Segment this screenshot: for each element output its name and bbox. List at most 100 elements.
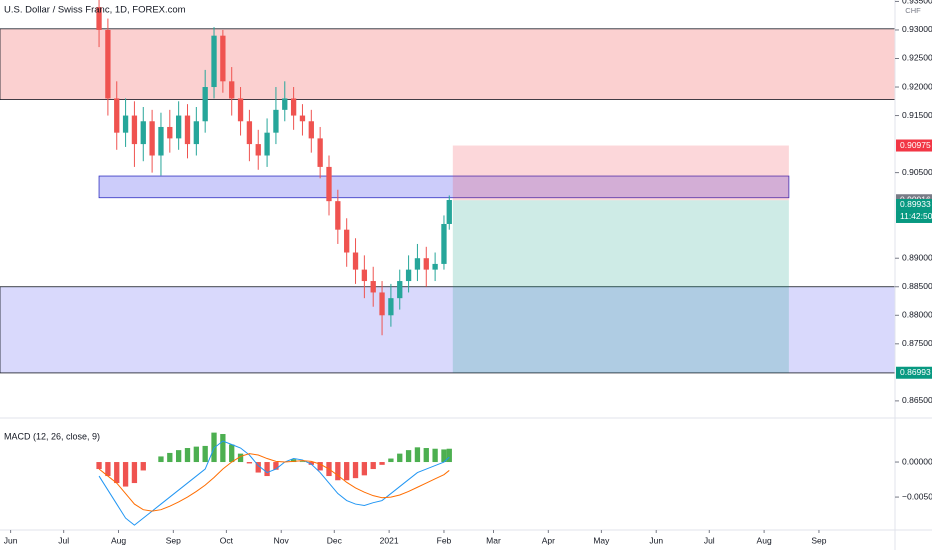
macd-histogram-bar — [264, 462, 270, 477]
target-area — [452, 200, 789, 373]
macd-histogram-bar — [299, 461, 306, 463]
x-tick-label: Sep — [811, 535, 826, 545]
candle-body — [114, 98, 120, 133]
macd-histogram-bar — [432, 448, 438, 463]
candle-body — [361, 269, 368, 282]
chart-title: U.S. Dollar / Swiss Franc, 1D, FOREX.com — [4, 5, 186, 16]
y-tick-label: 0.89000 — [902, 252, 932, 262]
candle-body — [273, 109, 279, 133]
macd-histogram-bar — [175, 450, 182, 463]
macd-histogram-bar — [388, 458, 394, 463]
y-tick-label: 0.92000 — [902, 81, 932, 91]
x-tick-label: May — [593, 535, 610, 545]
candle-body — [158, 126, 164, 156]
candle-body — [397, 281, 403, 299]
y-tick-label: 0.92500 — [902, 53, 932, 63]
macd-histogram-bar — [122, 462, 129, 487]
macd-line — [98, 440, 450, 526]
macd-title: MACD (12, 26, close, 9) — [4, 431, 100, 441]
macd-histogram-bar — [246, 462, 253, 464]
x-tick-label: Nov — [274, 535, 290, 545]
macd-histogram-bar — [290, 459, 297, 463]
macd-histogram-bar — [335, 462, 341, 481]
macd-histogram-bar — [397, 453, 403, 463]
macd-histogram-bar — [105, 462, 111, 477]
candle-body — [308, 121, 314, 139]
x-tick-label: Feb — [437, 535, 452, 545]
macd-histogram-bar — [184, 448, 191, 463]
macd-histogram-bar — [352, 462, 359, 479]
candle-body — [352, 252, 359, 270]
y-tick-label: 0.88500 — [902, 281, 932, 291]
axes: 0.93500 0.93000 0.92500 0.92000 0.91500 0.905… — [4, 0, 932, 545]
candle-body — [149, 121, 155, 156]
macd-histogram-bar — [370, 462, 376, 470]
macd-histogram-bar — [167, 452, 173, 463]
candle-body — [405, 269, 412, 282]
candle-body — [388, 298, 394, 316]
candle-body — [264, 132, 270, 156]
x-tick-label: Jul — [58, 535, 69, 545]
y-tick-label: 0.93000 — [902, 24, 932, 34]
macd-line — [98, 453, 450, 512]
price-badge-label: 0.86993 — [900, 367, 931, 377]
x-tick-label: Jul — [704, 535, 715, 545]
candle-body — [423, 258, 429, 270]
macd-histogram-bar — [308, 462, 314, 465]
macd-histogram-bar — [414, 447, 421, 463]
zone — [98, 175, 790, 199]
candle-body — [220, 35, 226, 82]
candle-body — [246, 121, 253, 145]
candle-body — [370, 281, 376, 293]
macd-histogram-bar — [202, 445, 208, 463]
y-tick-label: 0.90500 — [902, 167, 932, 177]
price-badge-label: 0.89933 — [900, 199, 931, 209]
candle-body — [229, 81, 235, 99]
candle-body — [105, 29, 111, 99]
macd-histogram-bar — [344, 462, 350, 481]
candle-body — [282, 98, 288, 110]
x-tick-label: Jun — [4, 535, 18, 545]
candle-body — [255, 144, 261, 156]
candle-body — [441, 223, 447, 264]
candle-body — [175, 115, 182, 139]
candle-body — [96, 7, 102, 30]
x-tick-label: Sep — [166, 535, 181, 545]
price-badge — [896, 139, 932, 152]
macd-histogram-bar — [96, 462, 102, 470]
macd-histogram-bar — [423, 448, 429, 463]
macd-histogram-bar — [140, 462, 146, 471]
y-tick-label: 0.91500 — [902, 110, 932, 120]
y-tick-label: 0.86500 — [902, 395, 932, 405]
candle-body — [140, 121, 146, 145]
macd-histogram-bar — [405, 450, 412, 463]
candle-body — [184, 115, 191, 145]
x-tick-label: Mar — [486, 535, 501, 545]
macd-histogram-bar — [229, 444, 235, 463]
macd-histogram-bar — [273, 462, 279, 470]
macd-histogram-bar — [255, 462, 261, 473]
macd-histogram-bar — [211, 432, 217, 463]
y-tick-label: 0.88000 — [902, 310, 932, 320]
macd-histogram-bar — [193, 446, 199, 463]
macd-histogram-bar — [361, 462, 368, 476]
price-badge — [896, 366, 932, 379]
zone — [0, 286, 896, 374]
x-tick-label: Dec — [327, 535, 343, 545]
macd-pane — [96, 432, 452, 526]
y-tick-label: 0.87500 — [902, 338, 932, 348]
macd-histogram-bar — [237, 453, 244, 463]
candle-body — [414, 258, 421, 270]
x-tick-label: Apr — [542, 535, 555, 545]
stop-area — [452, 145, 789, 201]
candle-body — [326, 166, 332, 202]
macd-histogram-bar — [220, 434, 226, 463]
x-tick-label: Jun — [649, 535, 663, 545]
candle-body — [211, 35, 217, 88]
candle-body — [299, 115, 306, 122]
x-tick-label: 2021 — [380, 535, 399, 545]
candle-body — [335, 201, 341, 230]
x-tick-label: Aug — [111, 535, 126, 545]
